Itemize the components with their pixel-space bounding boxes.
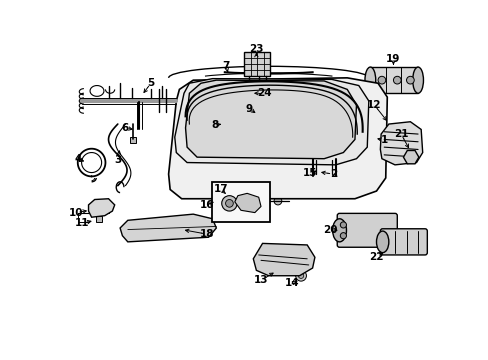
Text: 13: 13 xyxy=(253,275,268,285)
Polygon shape xyxy=(168,78,386,199)
Text: 5: 5 xyxy=(147,78,154,88)
Text: 4: 4 xyxy=(74,154,81,164)
Text: 10: 10 xyxy=(69,208,83,217)
Polygon shape xyxy=(88,199,115,217)
Text: 1: 1 xyxy=(380,135,387,145)
Ellipse shape xyxy=(364,67,375,93)
Bar xyxy=(130,137,136,143)
Ellipse shape xyxy=(240,89,250,95)
Circle shape xyxy=(252,110,264,122)
Circle shape xyxy=(377,76,385,84)
Text: 21: 21 xyxy=(393,129,407,139)
Circle shape xyxy=(298,273,303,278)
Text: 23: 23 xyxy=(248,44,263,54)
Circle shape xyxy=(295,270,306,281)
Text: 16: 16 xyxy=(200,200,214,210)
FancyBboxPatch shape xyxy=(212,182,270,222)
Bar xyxy=(369,67,417,93)
Circle shape xyxy=(221,196,237,211)
Text: 22: 22 xyxy=(368,252,383,262)
Bar xyxy=(222,115,239,126)
Bar xyxy=(96,216,102,222)
Ellipse shape xyxy=(332,219,346,242)
Text: 3: 3 xyxy=(114,155,121,165)
Text: 9: 9 xyxy=(245,104,252,114)
FancyBboxPatch shape xyxy=(337,213,396,247)
Circle shape xyxy=(225,199,233,207)
Text: 2: 2 xyxy=(329,169,336,179)
Text: 24: 24 xyxy=(256,88,271,98)
Polygon shape xyxy=(120,214,216,242)
Text: 11: 11 xyxy=(75,219,89,228)
Text: 6: 6 xyxy=(122,123,129,133)
Circle shape xyxy=(255,113,261,120)
Text: 12: 12 xyxy=(366,100,381,110)
Bar xyxy=(95,203,108,213)
Circle shape xyxy=(340,222,346,228)
Text: 18: 18 xyxy=(200,229,214,239)
Circle shape xyxy=(143,226,151,233)
Text: 15: 15 xyxy=(303,167,317,177)
Text: 7: 7 xyxy=(222,61,229,71)
Text: 8: 8 xyxy=(211,120,218,130)
Text: 20: 20 xyxy=(323,225,337,235)
Bar xyxy=(308,166,321,176)
Text: 14: 14 xyxy=(284,278,299,288)
Ellipse shape xyxy=(242,91,248,94)
Circle shape xyxy=(166,226,174,233)
Polygon shape xyxy=(174,78,368,165)
Circle shape xyxy=(407,153,414,161)
Polygon shape xyxy=(403,150,418,164)
Bar xyxy=(364,130,375,143)
Bar xyxy=(244,53,270,76)
Circle shape xyxy=(406,76,413,84)
Circle shape xyxy=(185,226,193,233)
Circle shape xyxy=(274,197,281,205)
Polygon shape xyxy=(234,193,261,213)
Text: 19: 19 xyxy=(386,54,400,64)
Polygon shape xyxy=(185,80,356,159)
Polygon shape xyxy=(253,243,314,276)
Ellipse shape xyxy=(376,231,388,253)
Ellipse shape xyxy=(412,67,423,93)
FancyBboxPatch shape xyxy=(380,229,427,255)
Circle shape xyxy=(340,233,346,239)
Text: 17: 17 xyxy=(213,184,228,194)
Circle shape xyxy=(393,76,400,84)
Polygon shape xyxy=(380,122,422,165)
